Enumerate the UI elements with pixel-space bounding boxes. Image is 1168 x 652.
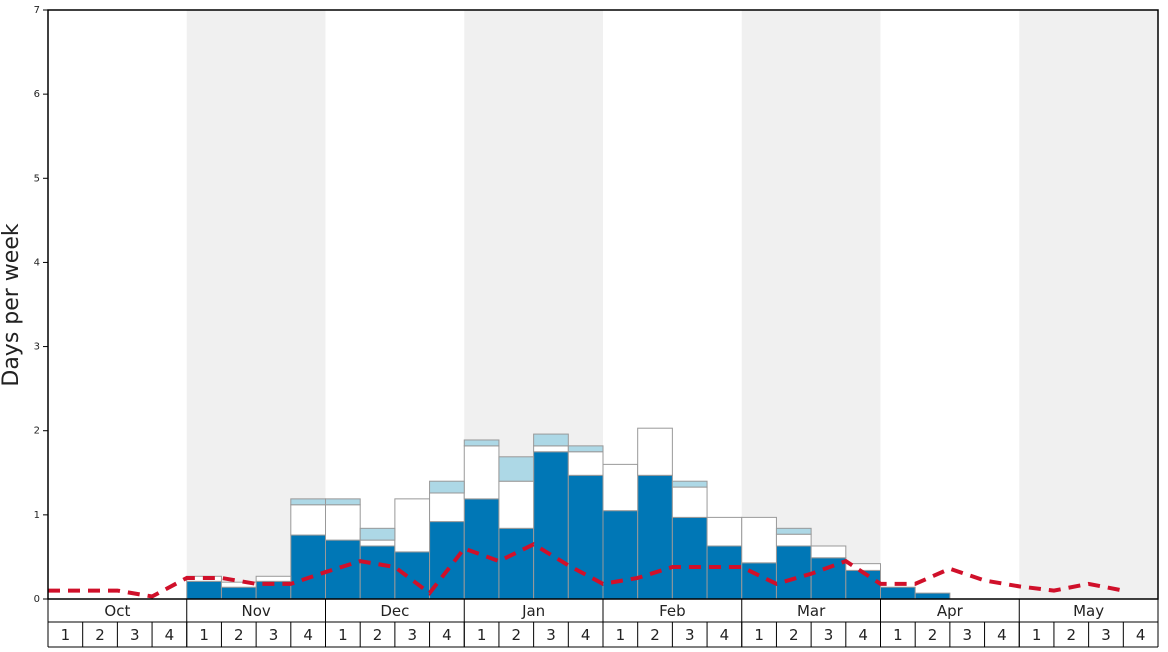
bar-segment xyxy=(255,575,292,582)
bar-segment xyxy=(498,456,535,482)
bar-segment xyxy=(498,527,535,600)
x-tick-label: 3 xyxy=(546,626,556,644)
x-tick-label: 3 xyxy=(1101,626,1111,644)
x-tick-label: 2 xyxy=(234,626,244,644)
y-tick-label: 5 xyxy=(34,173,40,184)
bar-segment xyxy=(429,480,465,494)
x-tick-label: 2 xyxy=(95,626,105,644)
bar-segment xyxy=(914,592,951,600)
bar-segment xyxy=(463,439,500,447)
bar-segment xyxy=(637,474,673,600)
x-tick-label: 3 xyxy=(824,626,834,644)
bar-segment xyxy=(394,498,431,553)
x-tick-label: 4 xyxy=(442,626,452,644)
x-tick-label: 4 xyxy=(1136,626,1146,644)
x-tick-label: 1 xyxy=(893,626,903,644)
bar-segment xyxy=(810,545,847,559)
month-label: Oct xyxy=(104,602,130,620)
x-tick-label: 2 xyxy=(650,626,660,644)
bar-segment xyxy=(775,533,812,547)
bar-segment xyxy=(671,486,708,518)
month-band xyxy=(1019,10,1158,599)
month-label: Dec xyxy=(380,602,409,620)
bar-segment xyxy=(533,445,569,453)
x-tick-label: 4 xyxy=(581,626,591,644)
month-label: Nov xyxy=(241,602,270,620)
x-tick-label: 2 xyxy=(373,626,383,644)
x-tick-label: 1 xyxy=(199,626,209,644)
x-tick-label: 4 xyxy=(165,626,175,644)
bar-segment xyxy=(220,581,257,588)
bar-segment xyxy=(290,498,326,506)
bar-segment xyxy=(325,504,361,541)
month-label: Feb xyxy=(659,602,686,620)
bar-segment xyxy=(775,527,812,535)
bar-segment xyxy=(359,527,396,541)
x-tick-label: 4 xyxy=(997,626,1007,644)
x-tick-label: 1 xyxy=(616,626,626,644)
bar-segment xyxy=(880,586,916,600)
bar-segment xyxy=(775,545,812,600)
bar-segment xyxy=(602,463,639,512)
y-tick-label: 3 xyxy=(34,342,40,353)
bar-segment xyxy=(290,504,326,536)
x-tick-label: 3 xyxy=(130,626,140,644)
bar-segment xyxy=(567,451,604,476)
x-tick-label: 3 xyxy=(685,626,695,644)
x-tick-label: 1 xyxy=(1032,626,1042,644)
y-tick-label: 1 xyxy=(34,510,40,521)
x-tick-label: 2 xyxy=(1067,626,1077,644)
x-tick-label: 1 xyxy=(754,626,764,644)
bar-segment xyxy=(671,516,708,600)
x-tick-label: 3 xyxy=(407,626,417,644)
month-label: May xyxy=(1073,602,1104,620)
bar-segment xyxy=(325,498,361,506)
x-tick-label: 3 xyxy=(269,626,279,644)
bar-segment xyxy=(394,551,431,600)
y-tick-label: 7 xyxy=(34,5,40,16)
month-label: Apr xyxy=(937,602,964,620)
x-tick-label: 1 xyxy=(61,626,71,644)
x-tick-label: 2 xyxy=(512,626,522,644)
trend-line xyxy=(48,542,1124,599)
y-tick-label: 4 xyxy=(34,257,40,268)
bar-segment xyxy=(533,433,569,447)
bar-segment xyxy=(498,480,535,529)
bar-segment xyxy=(741,516,777,564)
x-tick-label: 4 xyxy=(858,626,868,644)
bar-segment xyxy=(186,580,222,600)
month-band xyxy=(741,10,881,599)
x-tick-label: 2 xyxy=(789,626,799,644)
x-tick-label: 3 xyxy=(962,626,972,644)
y-tick-label: 6 xyxy=(34,89,40,100)
bar-segment xyxy=(220,586,257,600)
x-tick-label: 4 xyxy=(720,626,730,644)
bar-segment xyxy=(706,545,743,600)
y-axis-label: Days per week xyxy=(0,223,24,386)
x-tick-label: 1 xyxy=(477,626,487,644)
bar-segment xyxy=(567,445,604,453)
bar-segment xyxy=(602,510,639,600)
bar-segment xyxy=(290,534,326,600)
bar-segment xyxy=(429,492,465,523)
month-label: Jan xyxy=(521,602,545,620)
bar-segment xyxy=(671,480,708,488)
y-tick-label: 0 xyxy=(34,594,40,605)
bar-segment xyxy=(810,557,847,600)
month-label: Mar xyxy=(797,602,826,620)
y-tick-label: 2 xyxy=(34,426,40,437)
bar-segment xyxy=(359,539,396,547)
bar-segment xyxy=(637,427,673,476)
bar-segment xyxy=(463,445,500,500)
x-tick-label: 2 xyxy=(928,626,938,644)
x-tick-label: 4 xyxy=(303,626,313,644)
bar-segment xyxy=(359,545,396,600)
x-tick-label: 1 xyxy=(338,626,348,644)
bar-segment xyxy=(706,516,743,547)
bar-segment xyxy=(533,451,569,600)
